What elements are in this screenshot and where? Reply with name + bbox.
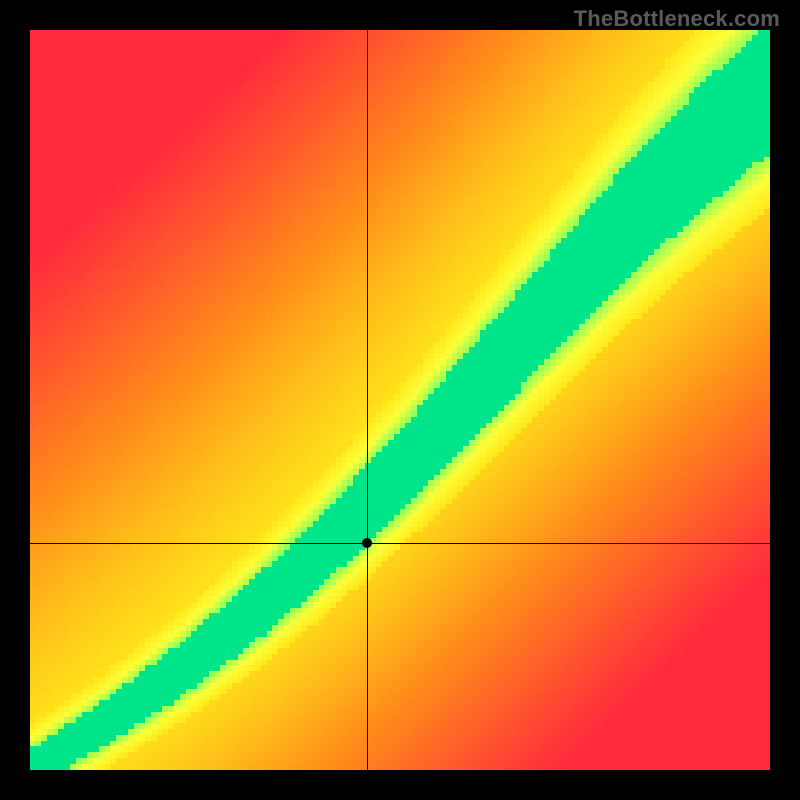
heatmap-canvas bbox=[30, 30, 770, 770]
chart-container: TheBottleneck.com bbox=[0, 0, 800, 800]
crosshair-vertical bbox=[367, 30, 368, 770]
crosshair-horizontal bbox=[30, 543, 770, 544]
plot-area bbox=[30, 30, 770, 770]
watermark-text: TheBottleneck.com bbox=[574, 6, 780, 32]
crosshair-marker bbox=[362, 538, 372, 548]
